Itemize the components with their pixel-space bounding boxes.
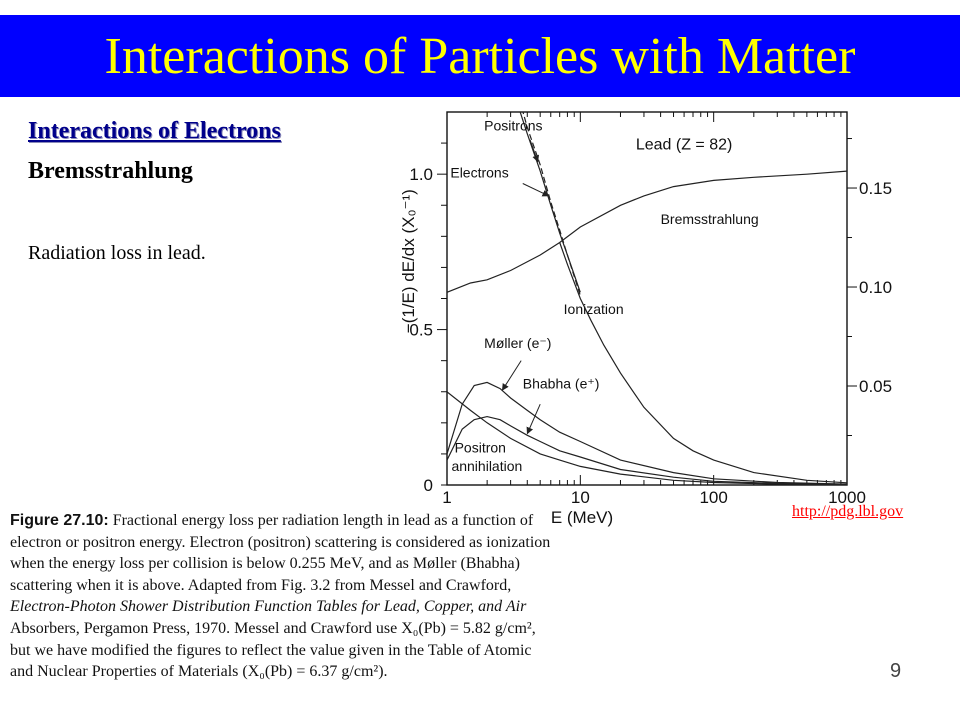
- series-annihilation: [447, 391, 847, 485]
- caption-label: Figure 27.10:: [10, 512, 109, 529]
- series-positrons: [522, 112, 581, 296]
- y-tick-label: 1.0: [409, 165, 433, 184]
- x-tick-label: 100: [699, 488, 727, 507]
- label-ionization: Ionization: [564, 301, 624, 317]
- x-tick-label: 10: [571, 488, 590, 507]
- arrow-positrons: [529, 139, 540, 163]
- label-annihilation-1: Positron: [455, 439, 506, 455]
- arrow-electrons: [522, 183, 550, 197]
- series-bhabha: [447, 415, 847, 485]
- y-tick-label: 0: [424, 476, 433, 495]
- label-annihilation-2: annihilation: [451, 458, 522, 474]
- caption-line-6: Absorbers, Pergamon Press, 1970. Messel …: [10, 619, 536, 637]
- annotation-lead: Lead (Z = 82): [636, 136, 733, 153]
- x-axis-label: E (MeV): [551, 508, 613, 527]
- label-moller: Møller (e⁻): [484, 335, 551, 351]
- series-bremsstrahlung: [447, 170, 847, 293]
- arrow-moller: [501, 360, 522, 391]
- topic-heading: Bremsstrahlung: [28, 158, 193, 184]
- caption-line-7: but we have modified the figures to refl…: [10, 641, 532, 659]
- caption-line-1: Fractional energy loss per radiation len…: [112, 512, 534, 529]
- y-tick-label: 0.5: [409, 321, 433, 340]
- slide-title: Interactions of Particles with Matter: [104, 28, 856, 85]
- pdg-link[interactable]: http://pdg.lbl.gov: [792, 503, 904, 520]
- y-axis-label: −(1/E) dE/dx (X₀⁻¹): [399, 189, 418, 333]
- caption-line-3: when the energy loss per collision is be…: [10, 555, 520, 573]
- note-text: Radiation loss in lead.: [28, 242, 206, 264]
- figure-caption: Figure 27.10: Fractional energy loss per…: [10, 510, 622, 683]
- caption-line-8: and Nuclear Properties of Materials (X₀(…: [10, 663, 388, 681]
- label-positrons: Positrons: [484, 118, 542, 134]
- caption-line-2: electron or positron energy. Electron (p…: [10, 533, 551, 551]
- title-bar: [0, 15, 960, 97]
- x-tick-label: 1000: [828, 488, 866, 507]
- label-bremsstrahlung: Bremsstrahlung: [661, 211, 759, 227]
- label-electrons: Electrons: [450, 164, 508, 180]
- y2-tick-label: 0.10: [859, 278, 892, 297]
- x-tick-label: 1: [442, 488, 451, 507]
- caption-line-5: Electron-Photon Shower Distribution Func…: [10, 598, 527, 616]
- series-ionization: [559, 242, 847, 484]
- series-moller: [447, 381, 847, 485]
- label-bhabha: Bhabha (e⁺): [523, 376, 600, 392]
- page-number: 9: [890, 660, 902, 682]
- subheading: Interactions of Electrons: [28, 118, 281, 144]
- arrow-bhabha: [526, 403, 541, 435]
- caption-line-4: scattering when it is above. Adapted fro…: [10, 576, 512, 594]
- y2-tick-label: 0.15: [859, 179, 892, 198]
- y2-tick-label: 0.05: [859, 377, 892, 396]
